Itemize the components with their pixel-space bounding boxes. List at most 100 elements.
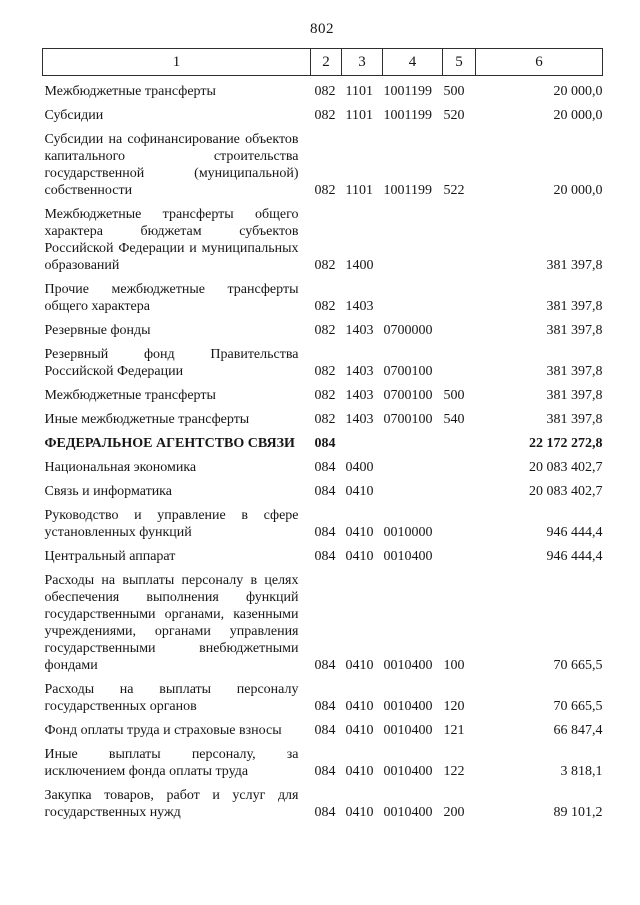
table-row: Прочие межбюджетные трансферты общего ха… [43,274,603,315]
table-row: Фонд оплаты труда и страховые взносы 084 0… [43,715,603,739]
cell-target-article-code [383,274,443,315]
table-row: Межбюджетные трансферты 082 1403 0700100 500… [43,380,603,404]
cell-expense-type-code [443,476,476,500]
cell-target-article-code [383,428,443,452]
cell-grbs-code: 084 [314,525,336,540]
cell-section-code: 1101 [345,84,373,99]
cell-grbs-code: 082 [314,108,336,123]
table-row: Руководство и управление в сфере установ… [43,500,603,541]
cell-target-article-code [383,452,443,476]
cell-target-article-code: 0700100 [383,388,433,403]
cell-expense-type-code [443,339,476,380]
cell-amount: 381 397,8 [546,299,603,314]
cell-target-article-code: 0700100 [383,412,433,427]
cell-amount: 66 847,4 [553,723,603,738]
cell-expense-type-code [443,274,476,315]
cell-expense-name: Центральный аппарат [44,549,176,564]
cell-expense-name: Руководство и управление в сфере установ… [44,508,299,540]
cell-expense-type-code: 120 [443,699,465,714]
cell-target-article-code [383,476,443,500]
cell-grbs-code: 082 [314,323,336,338]
cell-section-code: 0410 [345,764,374,779]
cell-target-article-code: 0700100 [383,364,433,379]
cell-grbs-code: 082 [314,364,336,379]
cell-grbs-code: 082 [314,84,336,99]
cell-section-code: 1403 [345,412,374,427]
cell-section-code: 1101 [345,108,373,123]
cell-amount: 70 665,5 [553,699,603,714]
cell-grbs-code: 084 [314,549,336,564]
cell-grbs-code: 084 [314,805,336,820]
table-header-row: 1 2 3 4 5 6 [42,48,603,76]
cell-section-code: 1400 [345,258,374,273]
cell-section-code: 0410 [345,484,374,499]
cell-grbs-code: 082 [314,299,336,314]
cell-expense-name: Прочие межбюджетные трансферты общего ха… [44,282,299,314]
cell-expense-type-code [443,500,476,541]
cell-amount: 20 083 402,7 [529,484,603,499]
cell-expense-type-code: 100 [443,658,465,673]
column-header-5: 5 [442,48,476,76]
cell-expense-name: Иные выплаты персоналу, за исключением ф… [44,747,299,779]
cell-grbs-code: 082 [314,412,336,427]
table-row: ФЕДЕРАЛЬНОЕ АГЕНТСТВО СВЯЗИ 084 22 172 272… [43,428,603,452]
cell-grbs-code: 084 [314,436,336,451]
cell-amount: 946 444,4 [546,549,603,564]
cell-expense-type-code: 520 [443,108,465,123]
cell-target-article-code: 0010400 [383,805,433,820]
cell-section-code: 0410 [345,805,374,820]
table-row: Резервные фонды 082 1403 0700000 381 397,8 [43,315,603,339]
table-row: Национальная экономика 084 0400 20 083 402,… [43,452,603,476]
cell-grbs-code: 084 [314,460,336,475]
cell-expense-name: Резервный фонд Правительства Российской … [44,347,299,379]
cell-expense-name: Закупка товаров, работ и услуг для госуд… [44,788,299,820]
cell-amount: 20 083 402,7 [529,460,603,475]
column-header-2: 2 [310,48,342,76]
cell-expense-type-code [443,315,476,339]
table-row: Субсидии 082 1101 1001199 520 20 000,0 [43,100,603,124]
cell-section-code: 0410 [345,525,374,540]
cell-section-code: 1101 [345,183,373,198]
cell-target-article-code: 0010400 [383,658,433,673]
cell-expense-type-code [443,541,476,565]
cell-grbs-code: 082 [314,183,336,198]
table-body: Межбюджетные трансферты 082 1101 1001199 500… [43,76,603,822]
cell-section-code: 0410 [345,549,374,564]
page-number: 802 [310,21,334,37]
table-row: Межбюджетные трансферты 082 1101 1001199 500… [43,76,603,101]
cell-section-code: 1403 [345,388,374,403]
cell-amount: 381 397,8 [546,323,603,338]
cell-target-article-code: 0010400 [383,549,433,564]
cell-amount: 381 397,8 [546,364,603,379]
cell-grbs-code: 084 [314,699,336,714]
cell-expense-name: Резервные фонды [44,323,151,338]
cell-expense-name: Расходы на выплаты персоналу в целях обе… [44,573,299,673]
cell-expense-type-code: 122 [443,764,465,779]
cell-expense-type-code: 522 [443,183,465,198]
cell-section-code: 1403 [345,323,374,338]
cell-expense-name: Межбюджетные трансферты общего характера… [44,207,299,273]
table-row: Межбюджетные трансферты общего характера… [43,199,603,274]
cell-target-article-code: 0010400 [383,764,433,779]
cell-expense-name: Субсидии на софинансирование объектов ка… [44,132,299,198]
table-row: Резервный фонд Правительства Российской … [43,339,603,380]
cell-amount: 381 397,8 [546,258,603,273]
cell-expense-type-code: 200 [443,805,465,820]
table-row: Центральный аппарат 084 0410 0010400 946 444… [43,541,603,565]
cell-expense-name: Расходы на выплаты персоналу государстве… [44,682,299,714]
cell-target-article-code: 1001199 [383,84,432,99]
cell-expense-name: Фонд оплаты труда и страховые взносы [44,723,282,738]
cell-expense-type-code: 500 [443,84,465,99]
cell-amount: 946 444,4 [546,525,603,540]
cell-amount: 20 000,0 [553,183,603,198]
cell-expense-name: Иные межбюджетные трансферты [44,412,250,427]
budget-table: 1 2 3 4 5 6 Межбюджетные трансферты 082 11… [42,48,603,821]
cell-grbs-code: 084 [314,658,336,673]
cell-section-code: 0410 [345,699,374,714]
table-row: Субсидии на софинансирование объектов ка… [43,124,603,199]
cell-amount: 20 000,0 [553,108,603,123]
column-header-3: 3 [341,48,383,76]
cell-grbs-code: 084 [314,484,336,499]
cell-target-article-code: 0010000 [383,525,433,540]
